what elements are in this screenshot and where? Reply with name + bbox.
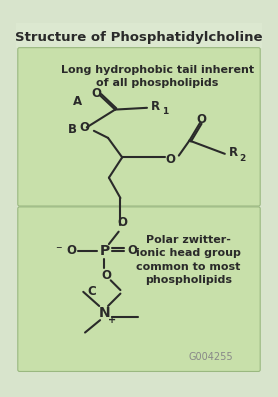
Text: N: N bbox=[99, 306, 110, 320]
Text: O: O bbox=[127, 244, 137, 257]
Text: O: O bbox=[79, 121, 89, 134]
Text: O: O bbox=[117, 216, 127, 229]
Text: +: + bbox=[108, 315, 116, 325]
Text: O: O bbox=[91, 87, 101, 100]
Text: O: O bbox=[165, 152, 175, 166]
Text: O: O bbox=[197, 113, 207, 126]
Text: Long hydrophobic tail inherent
of all phospholipids: Long hydrophobic tail inherent of all ph… bbox=[61, 66, 254, 88]
FancyBboxPatch shape bbox=[18, 207, 260, 372]
Text: G004255: G004255 bbox=[188, 352, 233, 362]
Text: R: R bbox=[229, 146, 238, 160]
Text: Structure of Phosphatidylcholine: Structure of Phosphatidylcholine bbox=[15, 31, 263, 44]
Text: Polar zwitter-
ionic head group
common to most
phospholipids: Polar zwitter- ionic head group common t… bbox=[136, 235, 241, 285]
Bar bbox=[16, 23, 262, 48]
Text: B: B bbox=[68, 123, 77, 135]
Text: 2: 2 bbox=[239, 154, 246, 163]
Text: C: C bbox=[88, 285, 96, 298]
Text: P: P bbox=[99, 244, 110, 258]
FancyBboxPatch shape bbox=[18, 48, 260, 206]
Text: ⁻: ⁻ bbox=[55, 244, 62, 257]
Text: O: O bbox=[101, 270, 111, 282]
Text: A: A bbox=[73, 95, 83, 108]
Text: R: R bbox=[151, 100, 160, 112]
Text: O: O bbox=[67, 244, 77, 257]
Text: 1: 1 bbox=[162, 107, 168, 116]
